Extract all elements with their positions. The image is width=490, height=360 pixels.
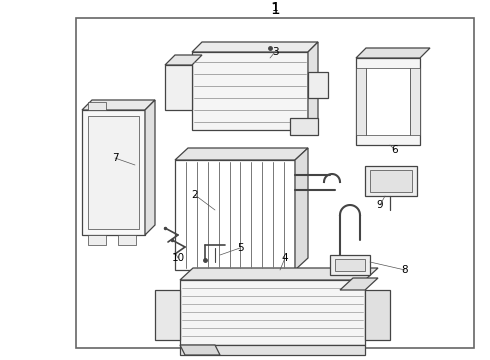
Text: 2: 2 bbox=[192, 190, 198, 200]
Bar bbox=[370, 170, 412, 192]
Polygon shape bbox=[308, 72, 328, 98]
Bar bbox=[118, 235, 136, 245]
Polygon shape bbox=[366, 68, 410, 135]
Bar bbox=[76, 18, 474, 348]
Text: 9: 9 bbox=[377, 200, 383, 210]
Polygon shape bbox=[365, 290, 390, 340]
Text: 1: 1 bbox=[270, 3, 280, 18]
Text: 6: 6 bbox=[392, 145, 398, 155]
Text: 3: 3 bbox=[271, 47, 278, 57]
Polygon shape bbox=[356, 68, 366, 135]
Polygon shape bbox=[290, 118, 318, 135]
Polygon shape bbox=[192, 52, 308, 130]
Text: 10: 10 bbox=[172, 253, 185, 263]
Polygon shape bbox=[165, 55, 202, 65]
Text: 1: 1 bbox=[271, 3, 278, 13]
Polygon shape bbox=[165, 65, 192, 110]
Text: 4: 4 bbox=[282, 253, 288, 263]
Polygon shape bbox=[180, 345, 365, 355]
Polygon shape bbox=[180, 268, 378, 280]
Bar bbox=[335, 259, 365, 271]
Polygon shape bbox=[340, 278, 378, 290]
Polygon shape bbox=[180, 280, 365, 345]
Polygon shape bbox=[410, 68, 420, 135]
Polygon shape bbox=[82, 110, 145, 235]
Polygon shape bbox=[175, 148, 308, 160]
Polygon shape bbox=[82, 100, 155, 110]
Polygon shape bbox=[155, 290, 180, 340]
Bar bbox=[330, 255, 370, 275]
Polygon shape bbox=[145, 100, 155, 235]
Polygon shape bbox=[308, 42, 318, 130]
Bar bbox=[88, 235, 106, 245]
Polygon shape bbox=[356, 48, 430, 58]
Bar bbox=[365, 166, 417, 196]
Polygon shape bbox=[295, 148, 308, 270]
Polygon shape bbox=[180, 345, 220, 355]
Text: 7: 7 bbox=[112, 153, 118, 163]
Polygon shape bbox=[88, 116, 139, 229]
Polygon shape bbox=[192, 42, 318, 52]
Polygon shape bbox=[356, 58, 420, 145]
Text: 5: 5 bbox=[237, 243, 244, 253]
Text: 8: 8 bbox=[402, 265, 408, 275]
Polygon shape bbox=[175, 160, 295, 270]
Bar bbox=[88, 102, 106, 110]
